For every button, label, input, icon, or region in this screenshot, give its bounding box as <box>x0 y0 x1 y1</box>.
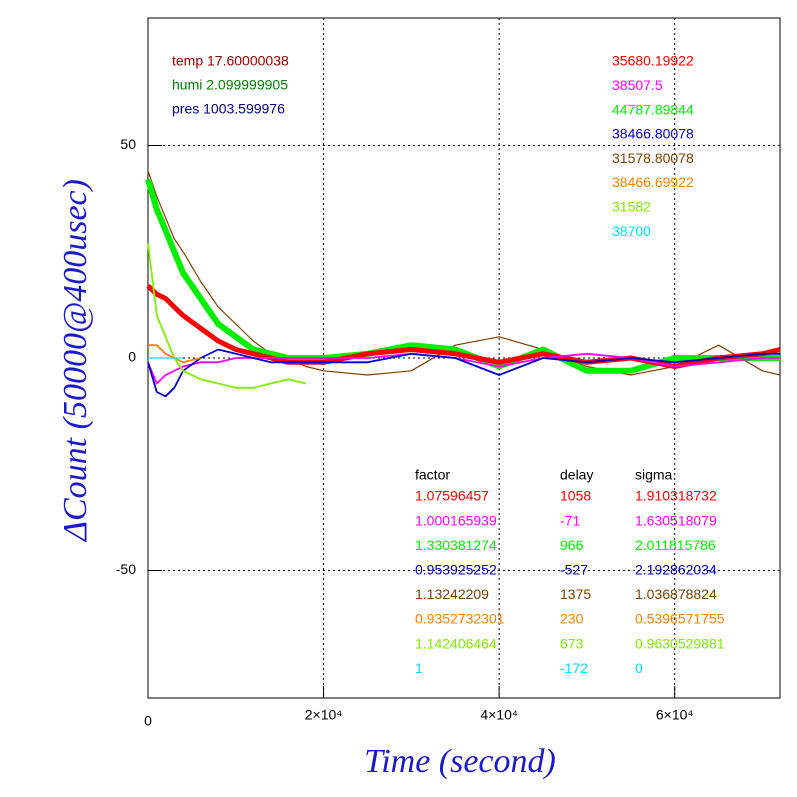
env-annotation: humi 2.099999905 <box>172 77 288 93</box>
table-cell: 0 <box>635 660 643 676</box>
table-cell: -527 <box>560 562 588 578</box>
table-header: sigma <box>635 467 673 483</box>
table-cell: 230 <box>560 611 584 627</box>
y-tick-label: 0 <box>128 349 136 365</box>
value-annotation: 44787.89844 <box>612 101 694 117</box>
table-cell: 0.9352732301 <box>415 611 505 627</box>
env-annotation: pres 1003.599976 <box>172 101 285 117</box>
value-annotation: 38507.5 <box>612 77 663 93</box>
x-tick-label: 4×10⁴ <box>480 707 518 723</box>
table-cell: 1.000165939 <box>415 512 497 528</box>
table-cell: 1.142406464 <box>415 635 497 651</box>
y-axis-label: ΔCount (50000@400usec) <box>57 179 94 543</box>
table-cell: 2.192862034 <box>635 562 717 578</box>
series-line <box>147 243 307 389</box>
env-annotation: temp 17.60000038 <box>172 53 289 69</box>
table-cell: 1 <box>415 660 423 676</box>
value-annotation: 38700 <box>612 223 651 239</box>
table-cell: 1.630518079 <box>635 512 717 528</box>
value-annotation: 38466.80078 <box>612 126 694 142</box>
table-cell: 2.011815786 <box>635 537 716 553</box>
table-cell: 1375 <box>560 586 591 602</box>
table-cell: 673 <box>560 635 584 651</box>
table-cell: 0.9630529881 <box>635 635 725 651</box>
value-annotation: 31578.80078 <box>612 150 694 166</box>
y-tick-label: 50 <box>120 136 136 152</box>
table-cell: 1.036878824 <box>635 586 717 602</box>
value-annotation: 35680.19922 <box>612 53 694 69</box>
x-tick-label: 2×10⁴ <box>305 707 343 723</box>
table-cell: 1.910318732 <box>635 488 717 504</box>
y-tick-label: -50 <box>116 561 136 577</box>
table-cell: -71 <box>560 512 580 528</box>
table-cell: 1058 <box>560 488 591 504</box>
value-annotation: 38466.69922 <box>612 174 694 190</box>
table-cell: 1.07596457 <box>415 488 489 504</box>
series-line <box>147 170 781 376</box>
table-cell: 966 <box>560 537 584 553</box>
table-cell: -172 <box>560 660 588 676</box>
table-header: delay <box>560 467 593 483</box>
x-axis-label: Time (second) <box>364 743 556 780</box>
value-annotation: 31582 <box>612 199 651 215</box>
table-header: factor <box>415 467 450 483</box>
series-line <box>148 344 201 364</box>
table-cell: 0.953925252 <box>415 562 497 578</box>
table-cell: 1.330381274 <box>415 537 497 553</box>
table-cell: 1.13242209 <box>415 586 489 602</box>
table-cell: 0.5396571755 <box>635 611 725 627</box>
series-line <box>147 348 780 398</box>
x-tick-label: 0 <box>144 713 152 729</box>
x-tick-label: 6×10⁴ <box>656 707 694 723</box>
